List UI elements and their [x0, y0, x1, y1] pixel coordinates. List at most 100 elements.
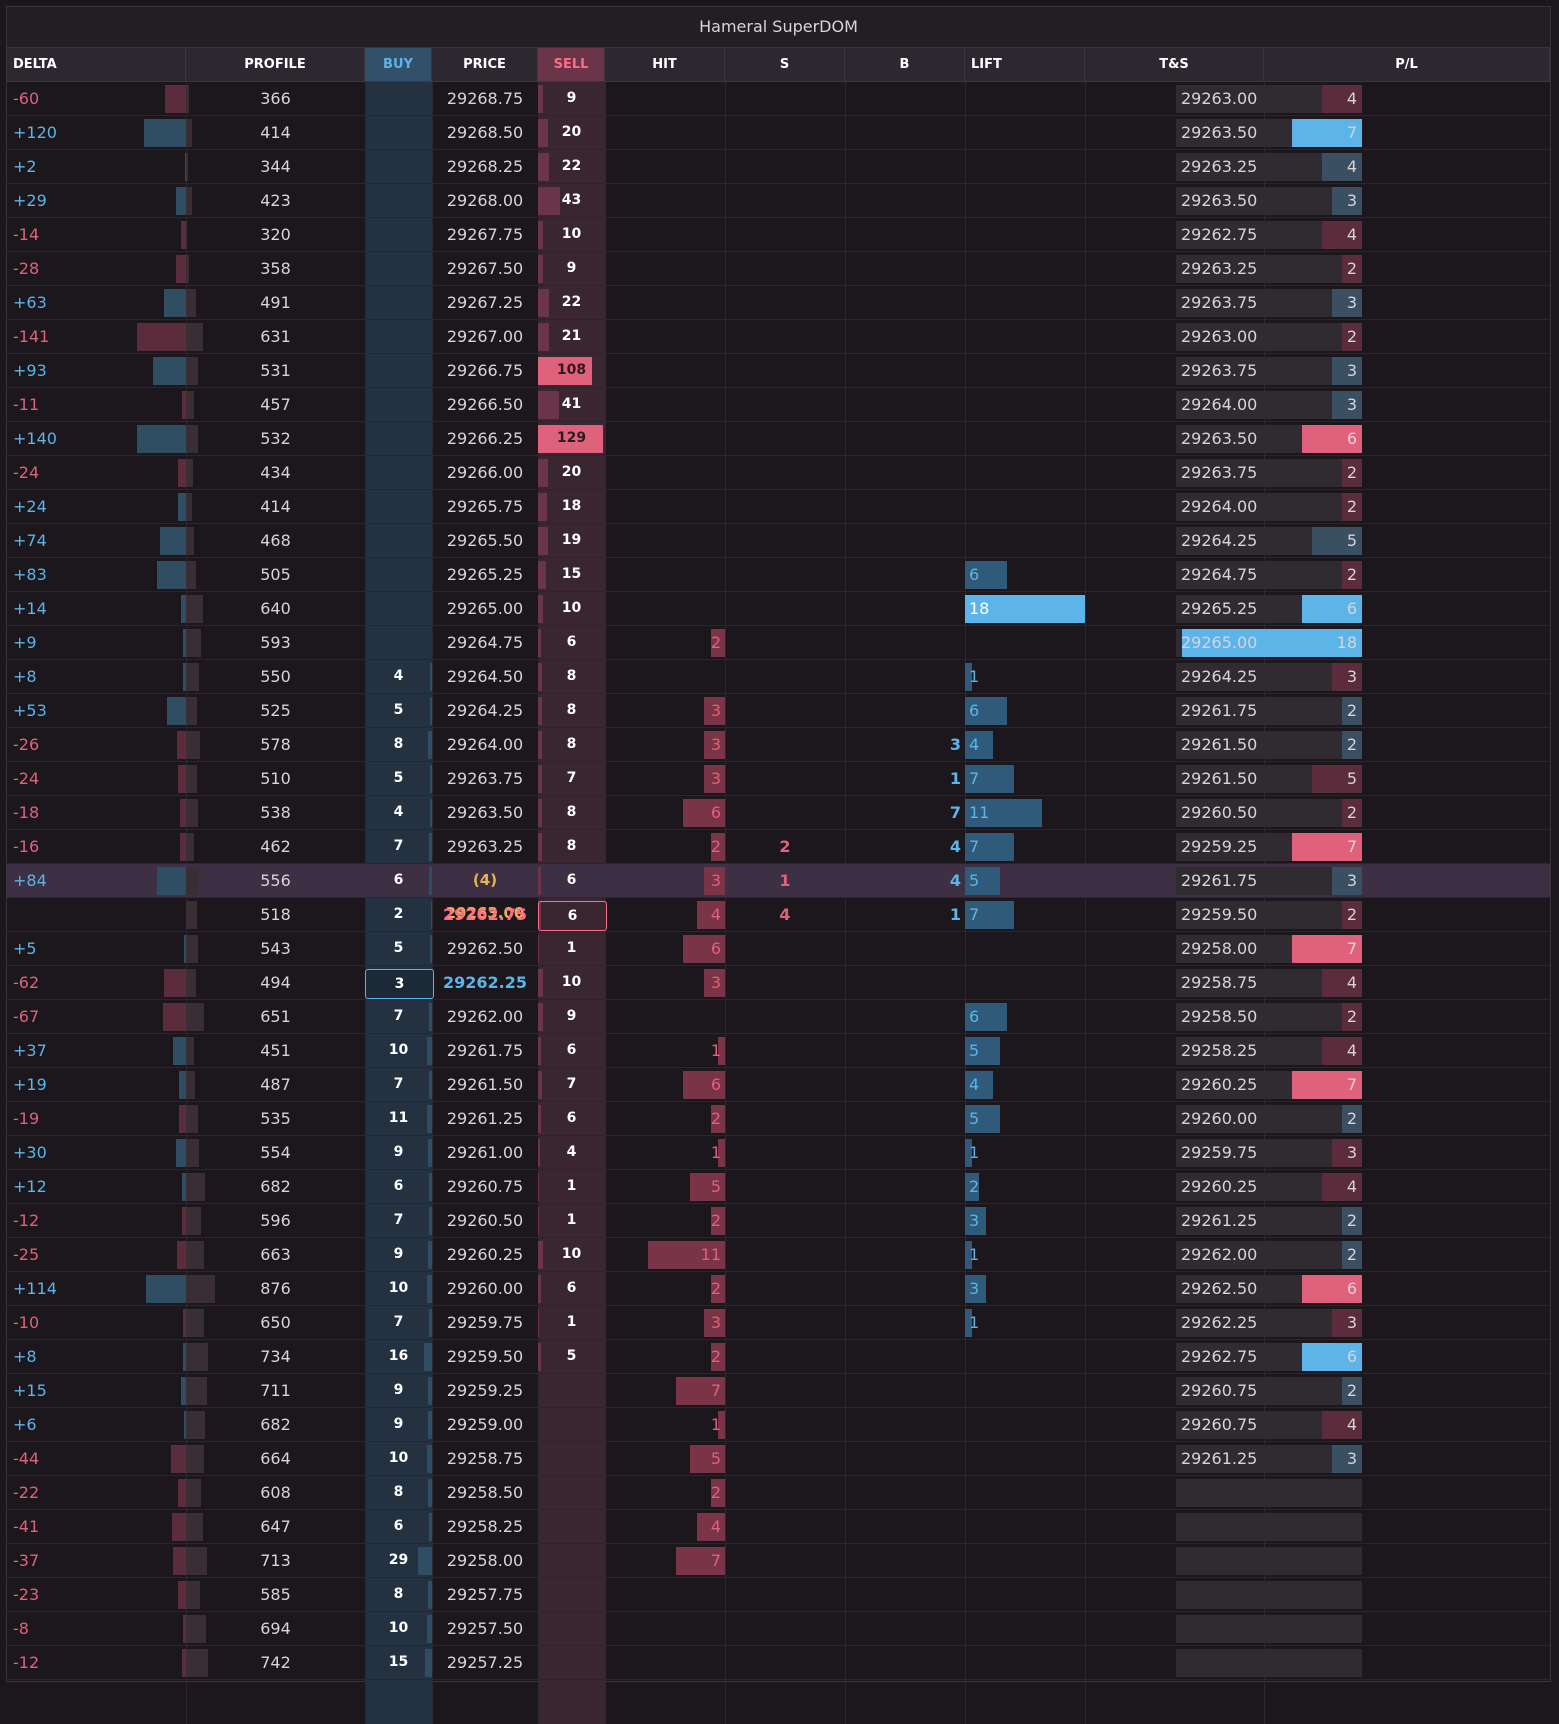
sell-cell[interactable]: 6 [538, 901, 607, 931]
ladder-row[interactable]: -19 535 11 29261.25 6 2 5 29260.00 2 [7, 1102, 1550, 1136]
buy-cell[interactable]: 29 [388, 1552, 409, 1568]
sell-cell[interactable] [538, 1612, 605, 1645]
sell-cell[interactable] [538, 1510, 605, 1543]
price-cell[interactable]: 29266.25 [446, 429, 524, 448]
ladder-row[interactable]: +6 682 9 29259.00 1 29260.75 4 [7, 1408, 1550, 1442]
buy-cell[interactable]: 4 [393, 804, 404, 820]
sell-cell[interactable]: 8 [566, 736, 577, 752]
sell-cell[interactable]: 15 [561, 566, 582, 582]
ladder-row[interactable]: +24 414 29265.75 18 29264.00 2 [7, 490, 1550, 524]
price-cell[interactable]: 29260.25 [446, 1245, 524, 1264]
buy-cell[interactable] [365, 82, 432, 115]
header-hit[interactable]: HIT [605, 48, 725, 81]
buy-cell[interactable]: 6 [393, 872, 404, 888]
ladder-row[interactable]: -10 650 7 29259.75 1 3 1 29262.25 3 [7, 1306, 1550, 1340]
sell-cell[interactable]: 10 [561, 974, 582, 990]
buy-cell[interactable] [365, 422, 432, 455]
sell-cell[interactable]: 8 [566, 804, 577, 820]
buy-cell[interactable]: 6 [393, 1178, 404, 1194]
sell-cell[interactable]: 7 [566, 770, 577, 786]
price-cell[interactable]: 29268.75 [446, 89, 524, 108]
price-cell[interactable]: 29267.75 [446, 225, 524, 244]
buy-cell[interactable] [365, 388, 432, 421]
buy-cell[interactable]: 10 [388, 1280, 409, 1296]
ladder-row[interactable]: -37 713 29 29258.00 7 [7, 1544, 1550, 1578]
price-cell[interactable]: 29267.25 [446, 293, 524, 312]
sell-cell[interactable] [538, 1544, 605, 1577]
sell-cell[interactable] [538, 1442, 605, 1475]
buy-cell[interactable] [365, 116, 432, 149]
buy-cell[interactable]: 5 [393, 940, 404, 956]
sell-cell[interactable]: 1 [566, 1178, 577, 1194]
price-cell[interactable]: 29260.50 [446, 1211, 524, 1230]
buy-cell[interactable]: 15 [388, 1654, 409, 1670]
sell-cell[interactable]: 18 [561, 498, 582, 514]
ladder-row[interactable]: +19 487 7 29261.50 7 6 4 29260.25 7 [7, 1068, 1550, 1102]
buy-cell[interactable]: 9 [393, 1382, 404, 1398]
price-cell[interactable]: (4) 29263.00 [445, 871, 525, 922]
ladder-row[interactable]: -22 608 8 29258.50 2 [7, 1476, 1550, 1510]
sell-cell[interactable]: 1 [566, 1212, 577, 1228]
buy-cell[interactable] [365, 592, 432, 625]
price-cell[interactable]: 29258.50 [446, 1483, 524, 1502]
price-cell[interactable]: 29264.50 [446, 667, 524, 686]
sell-cell[interactable] [538, 1476, 605, 1509]
buy-cell[interactable]: 10 [388, 1042, 409, 1058]
buy-cell[interactable]: 9 [393, 1246, 404, 1262]
price-cell[interactable]: 29267.00 [446, 327, 524, 346]
sell-cell[interactable]: 6 [566, 1280, 577, 1296]
header-lift[interactable]: LIFT [965, 48, 1085, 81]
ladder-row[interactable]: -14 320 29267.75 10 29262.75 4 [7, 218, 1550, 252]
ladder-row[interactable]: +120 414 29268.50 20 29263.50 7 [7, 116, 1550, 150]
ladder-row[interactable]: +29 423 29268.00 43 29263.50 3 [7, 184, 1550, 218]
ladder-row[interactable]: +9 593 29264.75 6 2 29265.00 18 [7, 626, 1550, 660]
ladder-row[interactable]: -41 647 6 29258.25 4 [7, 1510, 1550, 1544]
ladder-row[interactable]: -141 631 29267.00 21 29263.00 2 [7, 320, 1550, 354]
ladder-row[interactable]: -62 494 3 29262.25 10 3 29258.75 4 [7, 966, 1550, 1000]
ladder-row[interactable]: +84 556 6 (4) 29263.00 6 3 1 4 5 29261.75 3 [7, 864, 1550, 922]
price-cell[interactable]: 29266.00 [446, 463, 524, 482]
ladder-row[interactable]: +74 468 29265.50 19 29264.25 5 [7, 524, 1550, 558]
ladder-row[interactable]: +14 640 29265.00 10 18 29265.25 6 [7, 592, 1550, 626]
ladder-row[interactable]: -24 510 5 29263.75 7 3 1 7 29261.50 5 [7, 762, 1550, 796]
sell-cell[interactable]: 8 [566, 668, 577, 684]
price-cell[interactable]: 29262.00 [446, 1007, 524, 1026]
buy-cell[interactable] [365, 524, 432, 557]
sell-cell[interactable] [538, 1374, 605, 1407]
header-s[interactable]: S [725, 48, 845, 81]
price-cell[interactable]: 29263.25 [446, 837, 524, 856]
ladder-row[interactable]: -28 358 29267.50 9 29263.25 2 [7, 252, 1550, 286]
sell-cell[interactable]: 22 [561, 158, 582, 174]
price-cell[interactable]: 29258.25 [446, 1517, 524, 1536]
price-cell[interactable]: 29265.50 [446, 531, 524, 550]
header-p-l[interactable]: P/L [1264, 48, 1550, 81]
price-cell[interactable]: 29259.50 [446, 1347, 524, 1366]
sell-cell[interactable]: 8 [566, 838, 577, 854]
price-cell[interactable]: 29265.75 [446, 497, 524, 516]
sell-cell[interactable]: 22 [561, 294, 582, 310]
price-cell[interactable]: 29262.75 [442, 905, 527, 924]
buy-cell[interactable]: 7 [393, 838, 404, 854]
ladder-row[interactable]: -12 596 7 29260.50 1 2 3 29261.25 2 [7, 1204, 1550, 1238]
ladder-row[interactable]: +140 532 29266.25 129 29263.50 6 [7, 422, 1550, 456]
ladder-row[interactable]: -24 434 29266.00 20 29263.75 2 [7, 456, 1550, 490]
sell-cell[interactable]: 20 [561, 124, 582, 140]
buy-cell[interactable]: 8 [393, 736, 404, 752]
price-cell[interactable]: 29264.00 [446, 735, 524, 754]
ladder-row[interactable]: +8 550 4 29264.50 8 1 29264.25 3 [7, 660, 1550, 694]
price-cell[interactable]: 29259.25 [446, 1381, 524, 1400]
buy-cell[interactable]: 7 [393, 1008, 404, 1024]
buy-cell[interactable]: 10 [388, 1620, 409, 1636]
price-cell[interactable]: 29268.25 [446, 157, 524, 176]
header-profile[interactable]: PROFILE [186, 48, 365, 81]
ladder-row[interactable]: +63 491 29267.25 22 29263.75 3 [7, 286, 1550, 320]
ladder-row[interactable]: +8 734 16 29259.50 5 2 29262.75 6 [7, 1340, 1550, 1374]
price-cell[interactable]: 29266.50 [446, 395, 524, 414]
sell-cell[interactable]: 6 [566, 1042, 577, 1058]
sell-cell[interactable]: 19 [561, 532, 582, 548]
ladder-row[interactable]: -8 694 10 29257.50 [7, 1612, 1550, 1646]
sell-cell[interactable]: 129 [556, 430, 587, 446]
buy-cell[interactable]: 10 [388, 1450, 409, 1466]
price-cell[interactable]: 29263.75 [446, 769, 524, 788]
sell-cell[interactable] [538, 1646, 605, 1679]
